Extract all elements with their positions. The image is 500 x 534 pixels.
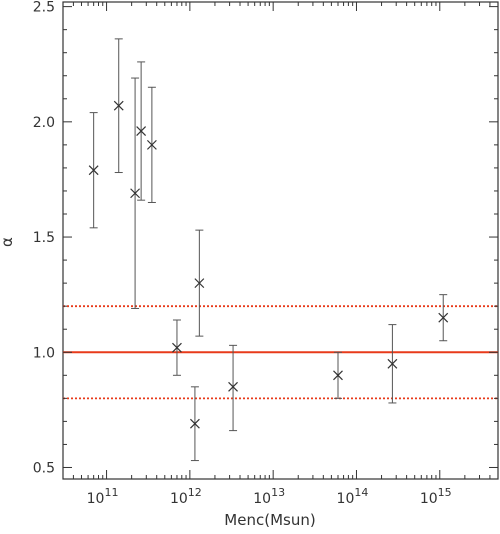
y-tick-label: 2.5 bbox=[33, 0, 55, 16]
point-marker-stroke bbox=[136, 126, 147, 136]
point-marker-stroke bbox=[146, 139, 157, 150]
data-point bbox=[228, 381, 238, 392]
y-axis-label: α bbox=[0, 237, 16, 247]
y-tick-label: 1.0 bbox=[33, 345, 55, 361]
point-marker-stroke bbox=[172, 342, 182, 353]
data-point bbox=[189, 418, 200, 429]
x-tick-label: 1012 bbox=[170, 486, 202, 507]
data-point bbox=[387, 358, 398, 369]
x-tick-label: 1014 bbox=[337, 486, 369, 507]
point-marker-stroke bbox=[189, 418, 200, 429]
point-marker-stroke bbox=[113, 100, 124, 111]
point-marker-stroke bbox=[228, 381, 238, 392]
x-tick-label: 1015 bbox=[420, 486, 452, 507]
data-point bbox=[146, 139, 157, 150]
data-points bbox=[88, 38, 449, 462]
point-marker-stroke bbox=[387, 358, 398, 369]
x-tick-label: 1013 bbox=[253, 486, 285, 507]
data-point bbox=[172, 342, 182, 353]
point-marker-stroke bbox=[438, 312, 449, 323]
data-point bbox=[438, 312, 449, 323]
data-point bbox=[194, 278, 205, 289]
data-point bbox=[113, 100, 124, 111]
plot-area bbox=[62, 1, 499, 480]
y-tick-label: 1.5 bbox=[33, 230, 55, 246]
point-marker-stroke bbox=[333, 370, 343, 381]
axes: 0.5 1.0 1.5 2.0 2.5 1011 1012 1013 1014 1015 bbox=[33, 0, 499, 507]
point-marker-stroke bbox=[88, 165, 99, 176]
reference-lines bbox=[63, 305, 498, 400]
data-point bbox=[333, 370, 343, 381]
data-point bbox=[88, 165, 99, 176]
x-axis-label: Menc(Msun) bbox=[224, 511, 315, 529]
data-point bbox=[130, 188, 141, 199]
y-tick-label: 0.5 bbox=[33, 460, 55, 476]
point-marker-stroke bbox=[130, 188, 141, 199]
x-tick-label: 1011 bbox=[87, 486, 119, 507]
plot-frame bbox=[62, 1, 499, 480]
point-marker-stroke bbox=[194, 278, 205, 289]
data-point bbox=[136, 126, 147, 136]
y-tick-label: 2.0 bbox=[33, 115, 55, 131]
